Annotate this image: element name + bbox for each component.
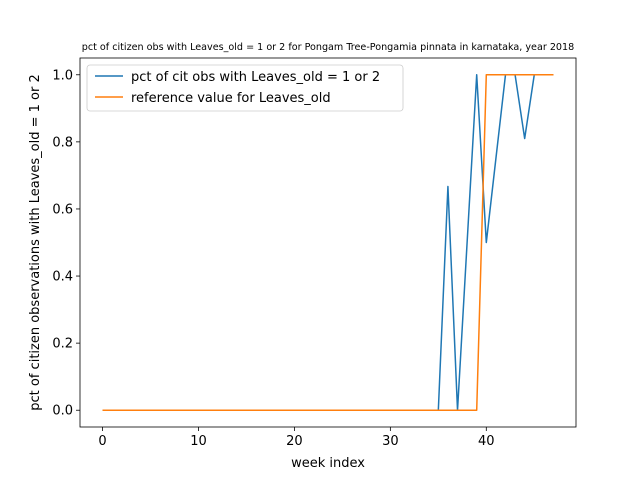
x-tick-label: 30 bbox=[382, 434, 399, 449]
axes-frame bbox=[79, 57, 577, 428]
x-axis-ticks: 0 10 20 30 40 bbox=[98, 427, 495, 449]
x-axis-label: week index bbox=[291, 456, 365, 471]
x-tick-label: 20 bbox=[286, 434, 303, 449]
y-tick-label: 0.2 bbox=[52, 337, 73, 352]
legend-label-series-1: pct of cit obs with Leaves_old = 1 or 2 bbox=[131, 70, 380, 85]
legend-label-series-2: reference value for Leaves_old bbox=[131, 91, 331, 106]
legend: pct of cit obs with Leaves_old = 1 or 2 … bbox=[86, 64, 404, 112]
y-tick-label: 0.6 bbox=[52, 202, 73, 217]
x-tick-label: 10 bbox=[190, 434, 207, 449]
y-axis-label: pct of citizen observations with Leaves_… bbox=[28, 74, 43, 410]
legend-box bbox=[86, 64, 404, 112]
x-tick-label: 40 bbox=[478, 434, 495, 449]
y-tick-label: 0.0 bbox=[52, 404, 73, 419]
x-tick-label: 0 bbox=[98, 434, 106, 449]
y-axis-ticks: 0.0 0.2 0.4 0.6 0.8 1.0 bbox=[52, 68, 80, 419]
y-tick-label: 1.0 bbox=[52, 68, 73, 83]
y-tick-label: 0.4 bbox=[52, 270, 73, 285]
plot-lines bbox=[102, 74, 554, 411]
series-line-2 bbox=[102, 74, 554, 411]
chart-title: pct of citizen obs with Leaves_old = 1 o… bbox=[82, 42, 575, 53]
y-tick-label: 0.8 bbox=[52, 135, 73, 150]
